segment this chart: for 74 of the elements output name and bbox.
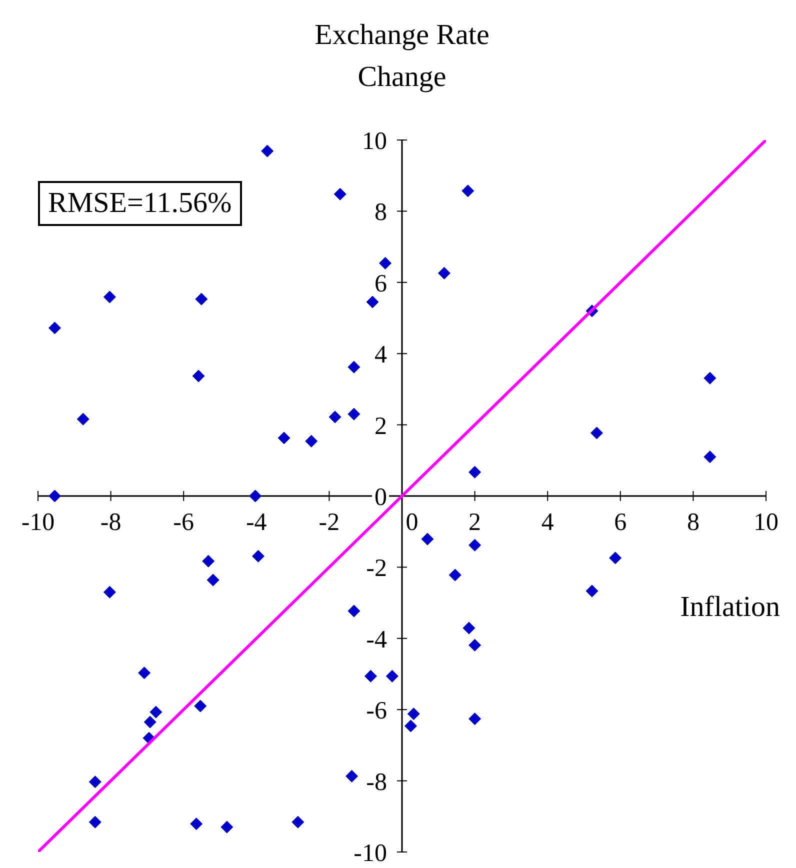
point (704, 450, 716, 464)
point (88, 816, 102, 828)
point (103, 290, 116, 304)
y-tick-label: 4 (374, 342, 388, 369)
point (404, 720, 417, 732)
y-tick-label: -4 (366, 626, 388, 654)
y-tick-label: -10 (354, 840, 387, 867)
point (379, 256, 392, 270)
point (462, 184, 474, 198)
y-tick-label: 10 (362, 128, 387, 155)
point (448, 568, 462, 582)
point (192, 370, 205, 382)
point (364, 670, 377, 682)
point (292, 816, 304, 828)
point (421, 532, 434, 546)
x-tick-label: -4 (246, 509, 268, 536)
x-tick-label: 2 (468, 509, 482, 536)
point (202, 554, 215, 568)
point (48, 322, 61, 334)
point (144, 716, 156, 728)
point (468, 712, 482, 726)
x-tick-label: -6 (173, 509, 194, 536)
point (261, 144, 274, 158)
point (366, 296, 379, 308)
y-tick-label: 8 (374, 199, 387, 226)
point (249, 490, 262, 502)
point (704, 372, 716, 384)
point (190, 818, 203, 830)
point (346, 770, 358, 782)
point (278, 432, 290, 444)
point (138, 666, 151, 680)
point (328, 410, 342, 424)
point (468, 538, 482, 552)
y-tick-label: 6 (374, 270, 387, 298)
y-tick-label: -2 (366, 555, 387, 582)
point (590, 426, 603, 440)
point (609, 552, 622, 564)
point (88, 776, 102, 788)
x-axis-title: Inflation (680, 591, 780, 623)
annotation: RMSE=11.56% (38, 181, 242, 226)
point (468, 638, 482, 652)
x-tick-label: 8 (686, 509, 700, 536)
point (586, 584, 598, 598)
point (150, 706, 162, 718)
point (348, 604, 360, 618)
point (348, 360, 360, 374)
point (194, 700, 207, 712)
point (334, 188, 346, 200)
point (468, 466, 482, 478)
point (438, 266, 450, 280)
x-tick-label: 4 (541, 509, 554, 536)
x-tick-label: -10 (21, 509, 55, 536)
x-tick-label: 10 (754, 509, 778, 536)
point (76, 412, 90, 426)
point (386, 670, 398, 682)
point (220, 820, 234, 834)
point (206, 574, 220, 586)
point (348, 408, 360, 420)
point (305, 434, 318, 448)
y-tick-label: -6 (366, 698, 387, 725)
point (48, 490, 61, 502)
x-tick-label: -2 (318, 509, 340, 536)
point (252, 550, 264, 562)
y-tick-label: 2 (374, 412, 387, 440)
y-tick-label: -8 (366, 768, 387, 796)
y-axis-title: Exchange Rate Change (314, 19, 490, 93)
y-tick-label: 0 (374, 484, 387, 511)
point (407, 708, 420, 720)
point (462, 622, 476, 634)
point (103, 586, 116, 598)
x-tick-label: -8 (100, 509, 122, 536)
point (195, 292, 208, 306)
x-tick-label: 6 (614, 509, 627, 536)
x-tick-label: 0 (406, 509, 418, 536)
